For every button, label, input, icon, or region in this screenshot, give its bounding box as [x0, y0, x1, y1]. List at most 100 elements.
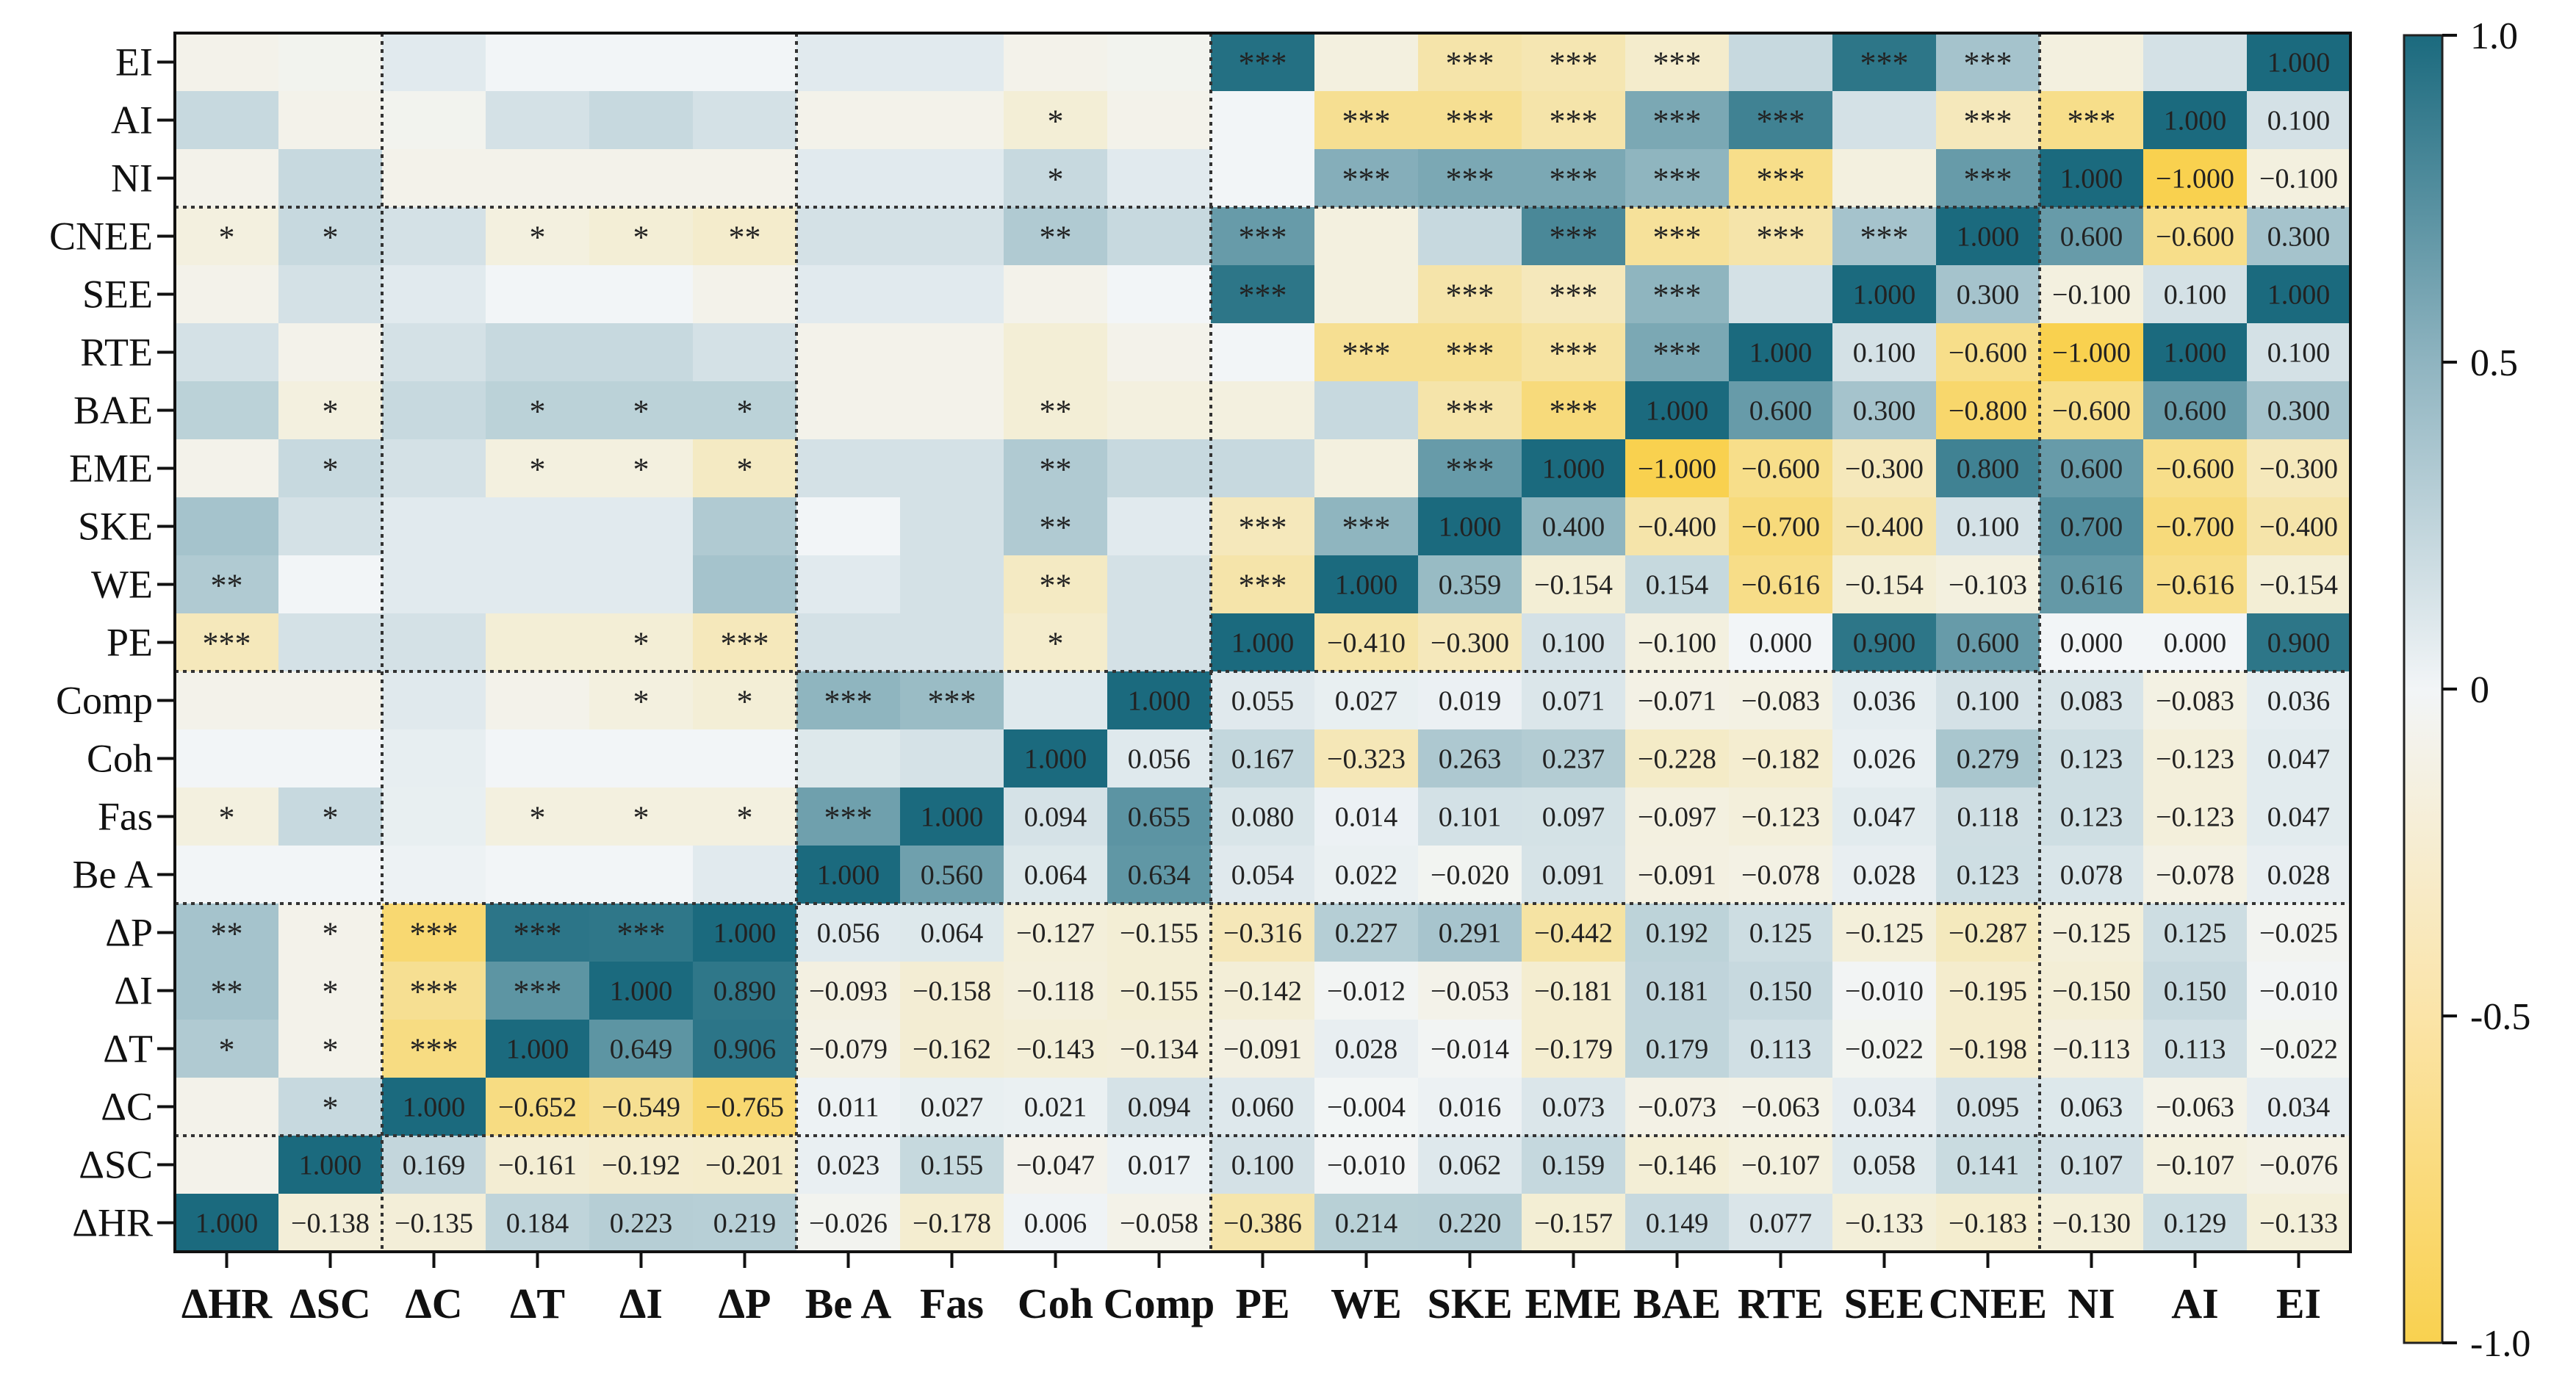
- significance-mark: ***: [1653, 220, 1702, 256]
- cell: [2040, 613, 2144, 672]
- cell: [486, 323, 590, 382]
- cell: [278, 149, 383, 208]
- cell: [2040, 671, 2144, 730]
- cell: [796, 439, 901, 498]
- cell: [1418, 207, 1522, 266]
- cell: [1522, 729, 1626, 788]
- cell: [1314, 962, 1419, 1020]
- cell: [589, 904, 694, 962]
- significance-mark: ***: [410, 916, 458, 952]
- cell-value: 0.027: [921, 1092, 984, 1123]
- cell: [1107, 497, 1212, 556]
- colorbar-ticks: 1.0 0.5 0 -0.5 -1.0: [2442, 15, 2530, 1365]
- cell: [1625, 323, 1730, 382]
- cell-value: −0.183: [1949, 1208, 2027, 1239]
- cell: [589, 1194, 694, 1252]
- cell: [278, 1020, 383, 1078]
- cell: [1625, 381, 1730, 440]
- cell: [1107, 1020, 1212, 1078]
- cell-value: 0.014: [1335, 802, 1398, 833]
- cell-value: 0.181: [1646, 976, 1709, 1007]
- colorbar-tick-label: -1.0: [2470, 1323, 2530, 1365]
- cell: [486, 1020, 590, 1078]
- cell-value: 0.036: [1853, 686, 1916, 717]
- column-label: PE: [1235, 1280, 1289, 1327]
- cell-value: −0.179: [1534, 1034, 1613, 1065]
- cell: [1832, 265, 1937, 324]
- cell: [382, 381, 486, 440]
- cell-value: 0.600: [1749, 396, 1813, 427]
- significance-mark: **: [1040, 394, 1072, 430]
- cell: [1418, 439, 1522, 498]
- cell-value: 1.000: [2267, 280, 2331, 311]
- cell-value: 0.000: [1749, 628, 1813, 659]
- cell: [1832, 323, 1937, 382]
- significance-mark: ***: [1446, 46, 1494, 82]
- significance-mark: ***: [1550, 104, 1598, 140]
- cell: [278, 787, 383, 846]
- cell: [1314, 1078, 1419, 1136]
- cell: [1832, 149, 1937, 208]
- cell-value: −0.071: [1638, 686, 1716, 717]
- cell-value: 0.011: [817, 1092, 879, 1123]
- cell: [900, 1020, 1004, 1078]
- cell: [1625, 846, 1730, 904]
- cell: [1107, 323, 1212, 382]
- cell: [1522, 381, 1626, 440]
- cell: [1936, 613, 2040, 672]
- cell: [2040, 1194, 2144, 1252]
- cell: [382, 33, 486, 92]
- cell: [589, 671, 694, 730]
- cell: [382, 846, 486, 904]
- cell: [1418, 613, 1522, 672]
- cell: [796, 33, 901, 92]
- cell: [1625, 1020, 1730, 1078]
- cell: [175, 323, 279, 382]
- cell-value: 0.100: [1853, 338, 1916, 369]
- cell: [1625, 265, 1730, 324]
- cell: [382, 555, 486, 614]
- cell-value: 0.123: [1957, 860, 2020, 891]
- significance-mark: *: [219, 220, 235, 256]
- significance-mark: **: [1040, 452, 1072, 488]
- cell: [2040, 1078, 2144, 1136]
- cell: [796, 613, 901, 672]
- cell: [2040, 497, 2144, 556]
- cell: [900, 91, 1004, 150]
- cell-value: 0.154: [1646, 570, 1709, 601]
- cell: [1832, 671, 1937, 730]
- cell: [382, 207, 486, 266]
- significance-mark: *: [633, 220, 650, 256]
- cell-value: −0.442: [1534, 918, 1613, 949]
- cell: [2247, 613, 2351, 672]
- cell-value: 0.073: [1542, 1092, 1605, 1123]
- row-label: EME: [69, 447, 153, 491]
- cell: [1211, 1078, 1315, 1136]
- row-labels: EI AI NI CNEE SEE RTE BAE EME SKE WE PE Comp Coh Fas B…: [49, 40, 175, 1245]
- cell: [1211, 671, 1315, 730]
- cell-value: −1.000: [2156, 164, 2234, 195]
- cell: [900, 904, 1004, 962]
- cell-value: −0.004: [1327, 1092, 1406, 1123]
- cell: [2143, 1136, 2248, 1194]
- cell-value: −0.125: [1845, 918, 1924, 949]
- cell: [900, 265, 1004, 324]
- significance-mark: *: [633, 800, 650, 836]
- cell-value: 1.000: [2164, 338, 2227, 369]
- cell: [1832, 1194, 1937, 1252]
- cell: [1522, 1078, 1626, 1136]
- cell: [1625, 787, 1730, 846]
- cell-value: −0.700: [2156, 512, 2234, 543]
- cell: [486, 671, 590, 730]
- cell: [1625, 904, 1730, 962]
- significance-mark: ***: [1446, 336, 1494, 372]
- cell-value: 0.118: [1957, 802, 2018, 833]
- significance-mark: ***: [1239, 278, 1287, 314]
- cell-value: −0.091: [1223, 1034, 1302, 1065]
- cell: [2247, 1194, 2351, 1252]
- cell: [1832, 91, 1937, 150]
- cell: [486, 613, 590, 672]
- significance-mark: *: [633, 452, 650, 488]
- cell-value: 1.000: [1749, 338, 1813, 369]
- cell: [1004, 613, 1108, 672]
